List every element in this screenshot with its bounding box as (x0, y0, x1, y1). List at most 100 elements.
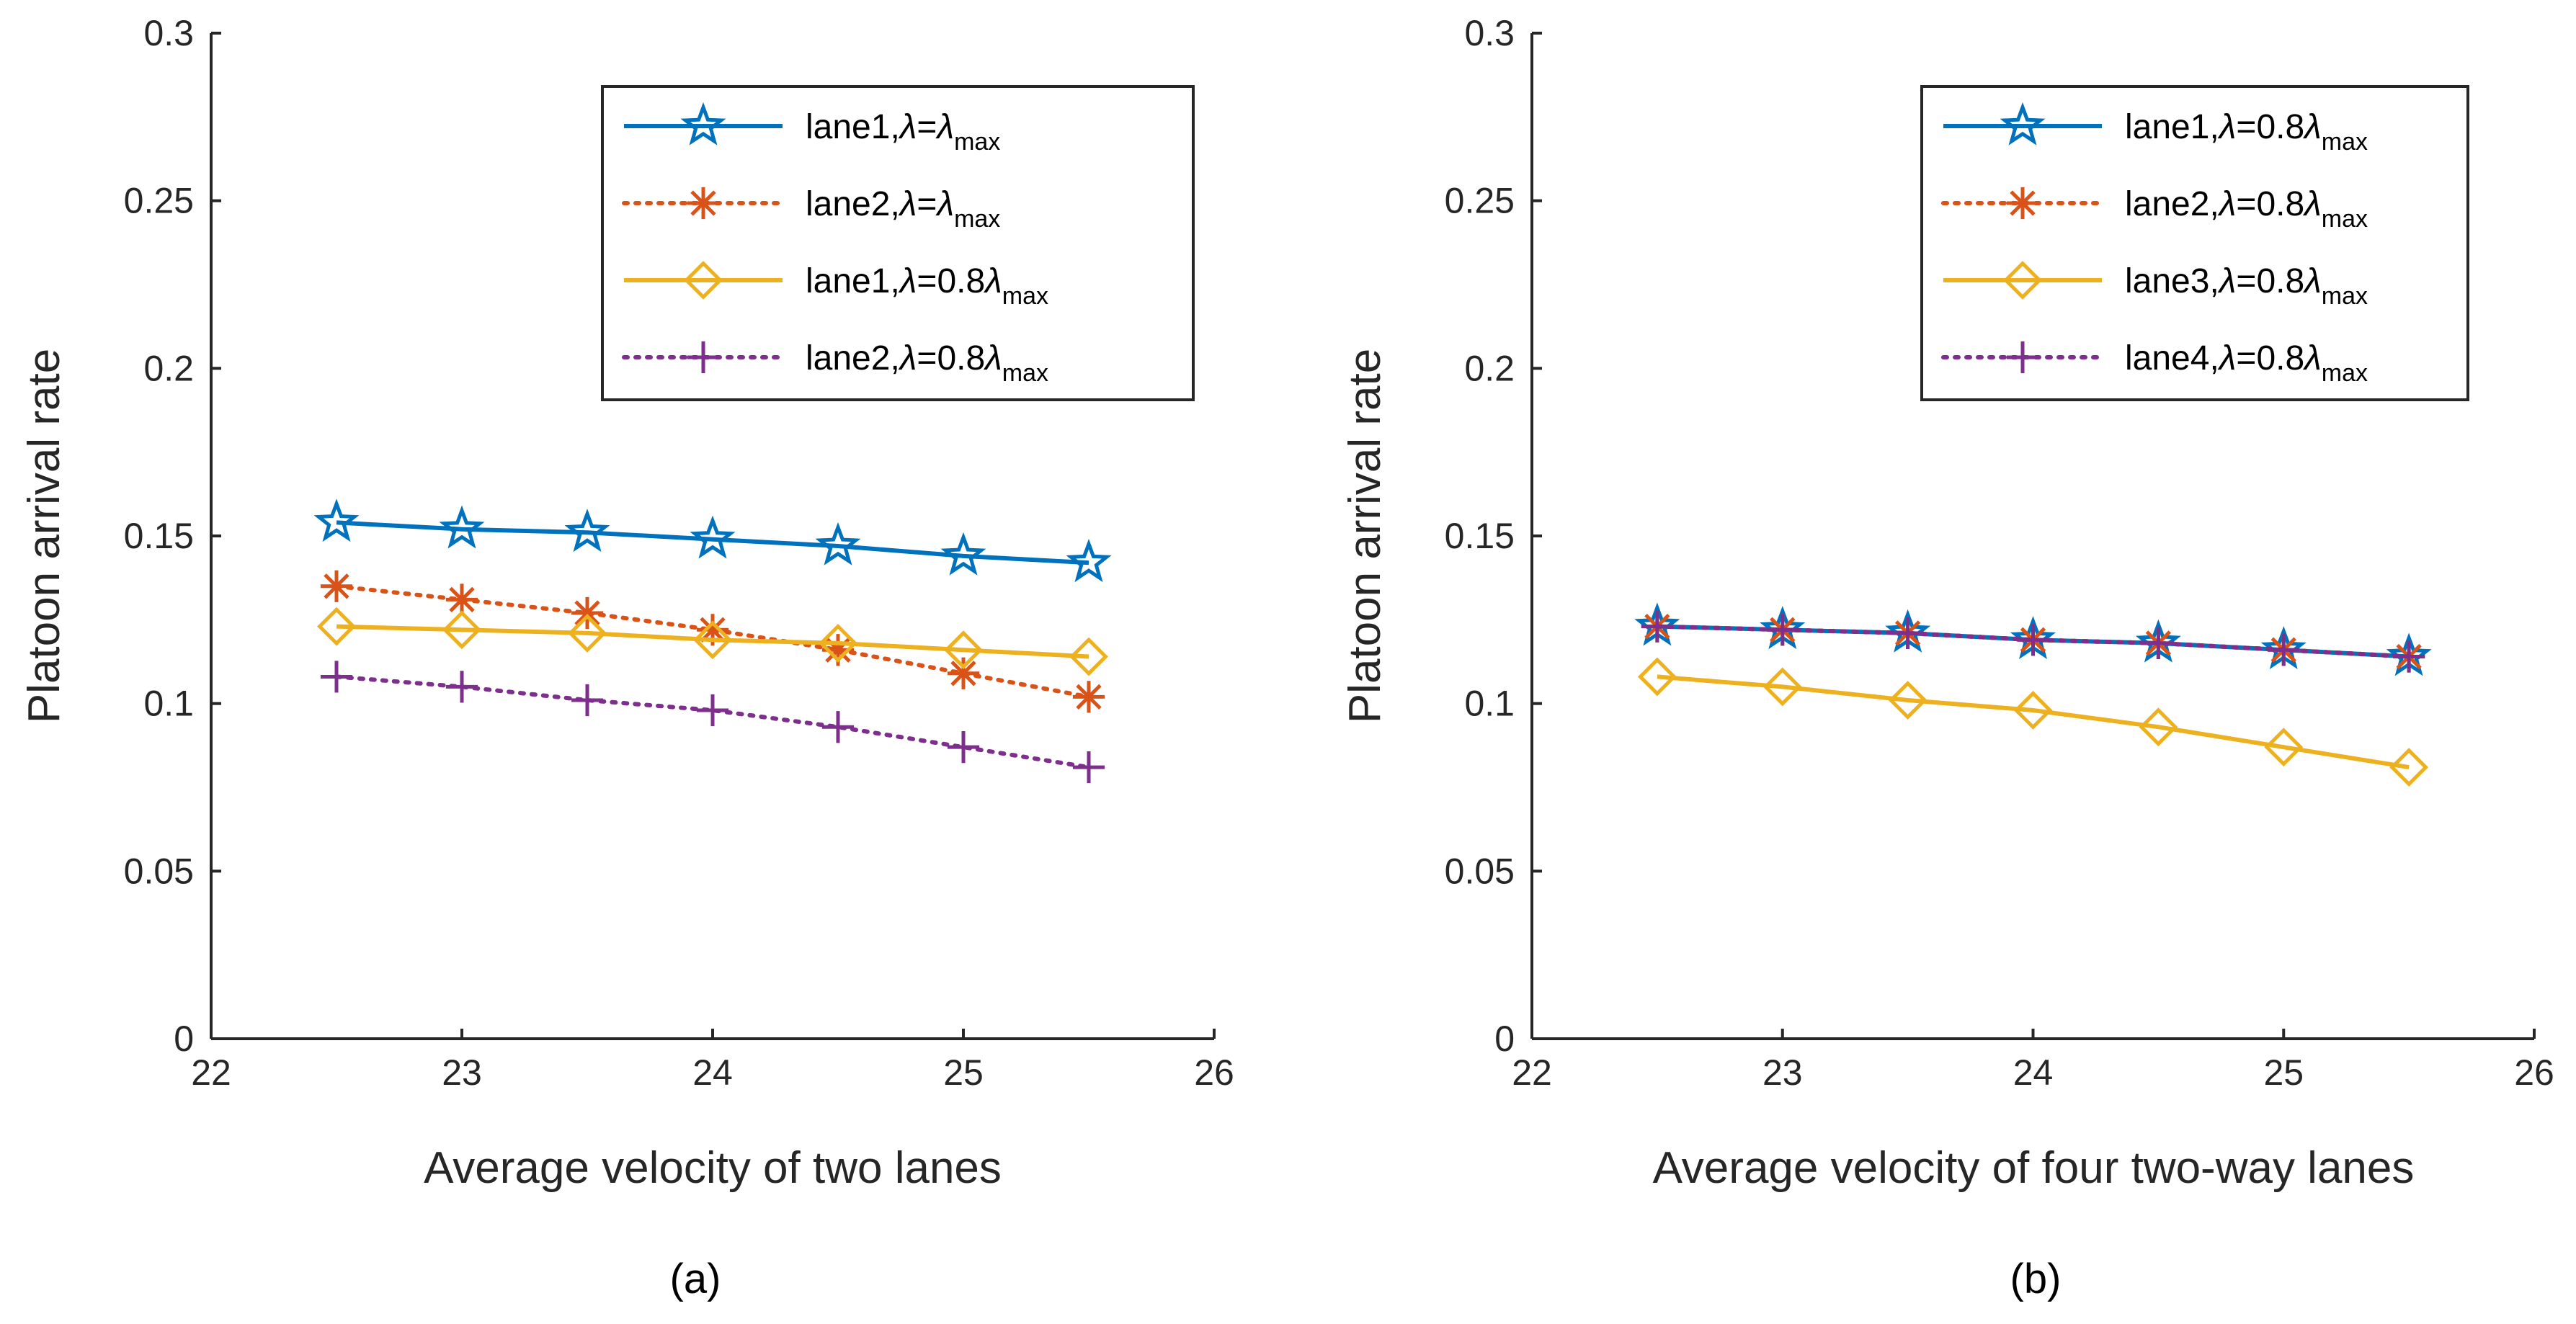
y-tick-label: 0.15 (124, 516, 194, 556)
data-point (2013, 691, 2053, 730)
data-point (1762, 667, 1802, 707)
data-point (571, 596, 604, 630)
x-tick-label: 24 (692, 1052, 733, 1093)
data-point (2139, 707, 2178, 747)
legend-marker (684, 261, 723, 300)
series-1 (313, 498, 1112, 583)
data-point (1766, 614, 1799, 646)
data-point (1641, 610, 1673, 643)
y-tick-label: 0.3 (143, 13, 194, 53)
y-axis-label: Platoon arrival rate (1340, 349, 1390, 723)
data-point (445, 671, 478, 703)
y-tick-label: 0.15 (1445, 516, 1515, 556)
y-tick-label: 0.25 (124, 181, 194, 221)
data-point (571, 684, 604, 717)
data-point (819, 623, 857, 663)
chart-panel-1: 22 23 24 25 26 0 0.05 0.1 0.15 0.2 0.25 0.3 Average … (19, 13, 1234, 1302)
legend-entry: lane1,λ=λmax (624, 102, 1000, 156)
data-point (439, 505, 485, 549)
x-tick-label: 26 (2514, 1052, 2554, 1093)
x-axis-label: Average velocity of four two-way lanes (1653, 1143, 2415, 1193)
data-point (947, 731, 980, 764)
legend-entry: lane3,λ=0.8λmax (1943, 261, 2368, 310)
legend: lane1,λ=0.8λmax lane2,λ=0.8λmax lane3,λ=0.… (1920, 85, 2469, 401)
data-point (940, 532, 986, 576)
legend-box (601, 85, 1195, 401)
y-tick-label: 0.3 (1464, 13, 1515, 53)
data-point (2142, 627, 2175, 660)
legend-marker (680, 102, 726, 146)
series-3 (1637, 657, 2429, 787)
y-tick-label: 0.1 (1464, 684, 1515, 724)
legend-entry: lane1,λ=0.8λmax (624, 261, 1048, 310)
legend-marker (687, 341, 720, 374)
data-point (442, 610, 481, 650)
legend-label: lane3,λ=0.8λmax (2125, 262, 2368, 310)
legend-entry: lane2,λ=λmax (622, 185, 1000, 233)
data-point (1891, 617, 1924, 650)
data-point (1072, 681, 1105, 713)
data-point (564, 509, 610, 553)
data-point (2393, 640, 2425, 673)
series-4 (1641, 610, 2425, 673)
data-point (2268, 634, 2300, 666)
data-point (2264, 728, 2304, 767)
panel-caption: (b) (2010, 1256, 2062, 1302)
y-tick-label: 0.2 (1464, 348, 1515, 388)
legend-marker (2006, 187, 2039, 220)
legend-label: lane2,λ=0.8λmax (806, 339, 1048, 387)
legend-marker (2006, 341, 2039, 374)
legend-label: lane2,λ=λmax (806, 185, 1000, 233)
data-point (2389, 748, 2429, 787)
y-tick-label: 0.05 (124, 851, 194, 891)
x-tick-label: 26 (1194, 1052, 1234, 1093)
legend-marker (2000, 102, 2046, 146)
data-point (815, 522, 861, 565)
data-point (690, 515, 736, 559)
legend-marker (687, 187, 720, 220)
data-point (313, 498, 360, 542)
x-tick-label: 23 (1762, 1052, 1803, 1093)
y-tick-label: 0.2 (143, 348, 194, 388)
x-tick-label: 25 (943, 1052, 984, 1093)
legend-label: lane1,λ=0.8λmax (2125, 108, 2368, 156)
x-tick-label: 22 (1512, 1052, 1552, 1093)
y-tick-label: 0.05 (1445, 851, 1515, 891)
series-line (1657, 674, 2410, 770)
series-line (336, 624, 1089, 659)
legend: lane1,λ=λmax lane2,λ=λmax lane1,λ=0.8λmax l… (601, 85, 1195, 401)
data-point (1888, 681, 1927, 720)
legend-entry: lane2,λ=0.8λmax (1941, 185, 2368, 233)
data-point (320, 661, 353, 693)
legend-label: lane2,λ=0.8λmax (2125, 185, 2368, 233)
legend-label: lane4,λ=0.8λmax (2125, 339, 2368, 387)
data-point (317, 607, 356, 646)
series-line (336, 520, 1089, 565)
series-4 (320, 661, 1105, 784)
legend-marker (2003, 261, 2042, 300)
series-3 (317, 607, 1108, 676)
data-point (696, 694, 729, 727)
x-tick-label: 25 (2263, 1052, 2304, 1093)
data-point (1637, 657, 1677, 697)
data-point (1066, 539, 1112, 583)
data-point (568, 614, 607, 653)
y-tick-label: 0.25 (1445, 181, 1515, 221)
data-point (944, 630, 983, 670)
data-point (947, 657, 980, 689)
data-point (445, 583, 478, 616)
x-axis-label: Average velocity of two lanes (424, 1143, 1002, 1193)
legend-entry: lane4,λ=0.8λmax (1941, 339, 2368, 387)
data-point (821, 711, 855, 743)
y-axis-label: Platoon arrival rate (19, 349, 69, 723)
legend-entry: lane2,λ=0.8λmax (622, 339, 1048, 387)
y-tick-label: 0 (174, 1019, 194, 1059)
x-tick-label: 22 (191, 1052, 231, 1093)
y-tick-label: 0.1 (143, 684, 194, 724)
x-tick-label: 24 (2013, 1052, 2054, 1093)
legend-label: lane1,λ=λmax (806, 108, 1000, 156)
legend-label: lane1,λ=0.8λmax (806, 262, 1048, 310)
data-point (1072, 751, 1105, 784)
y-tick-label: 0 (1494, 1019, 1515, 1059)
